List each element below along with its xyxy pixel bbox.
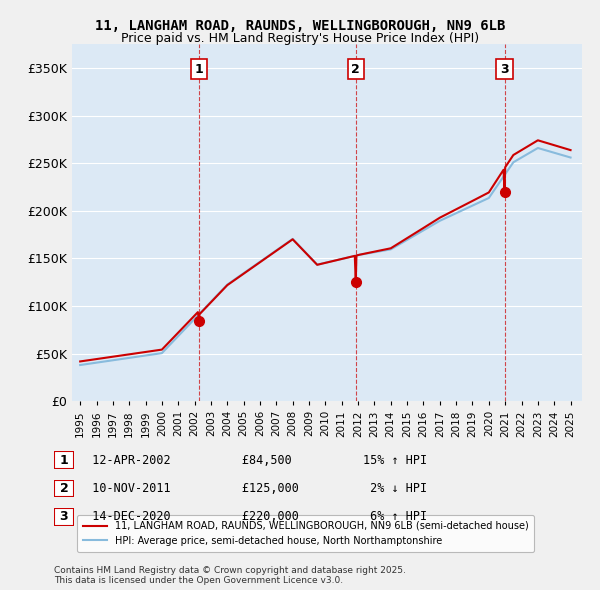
Text: Price paid vs. HM Land Registry's House Price Index (HPI): Price paid vs. HM Land Registry's House … <box>121 32 479 45</box>
FancyBboxPatch shape <box>54 451 74 469</box>
Text: 3: 3 <box>59 510 68 523</box>
Text: 1: 1 <box>195 63 203 76</box>
Text: 3: 3 <box>500 63 509 76</box>
FancyBboxPatch shape <box>54 480 74 497</box>
FancyBboxPatch shape <box>54 508 74 526</box>
Text: 10-NOV-2011          £125,000          2% ↓ HPI: 10-NOV-2011 £125,000 2% ↓ HPI <box>78 482 427 495</box>
Legend: 11, LANGHAM ROAD, RAUNDS, WELLINGBOROUGH, NN9 6LB (semi-detached house), HPI: Av: 11, LANGHAM ROAD, RAUNDS, WELLINGBOROUGH… <box>77 515 535 552</box>
Text: 12-APR-2002          £84,500          15% ↑ HPI: 12-APR-2002 £84,500 15% ↑ HPI <box>78 454 427 467</box>
Text: 1: 1 <box>59 454 68 467</box>
Text: 2: 2 <box>352 63 360 76</box>
Text: Contains HM Land Registry data © Crown copyright and database right 2025.
This d: Contains HM Land Registry data © Crown c… <box>54 566 406 585</box>
Text: 14-DEC-2020          £220,000          6% ↑ HPI: 14-DEC-2020 £220,000 6% ↑ HPI <box>78 510 427 523</box>
Text: 2: 2 <box>59 482 68 495</box>
Text: 11, LANGHAM ROAD, RAUNDS, WELLINGBOROUGH, NN9 6LB: 11, LANGHAM ROAD, RAUNDS, WELLINGBOROUGH… <box>95 19 505 33</box>
